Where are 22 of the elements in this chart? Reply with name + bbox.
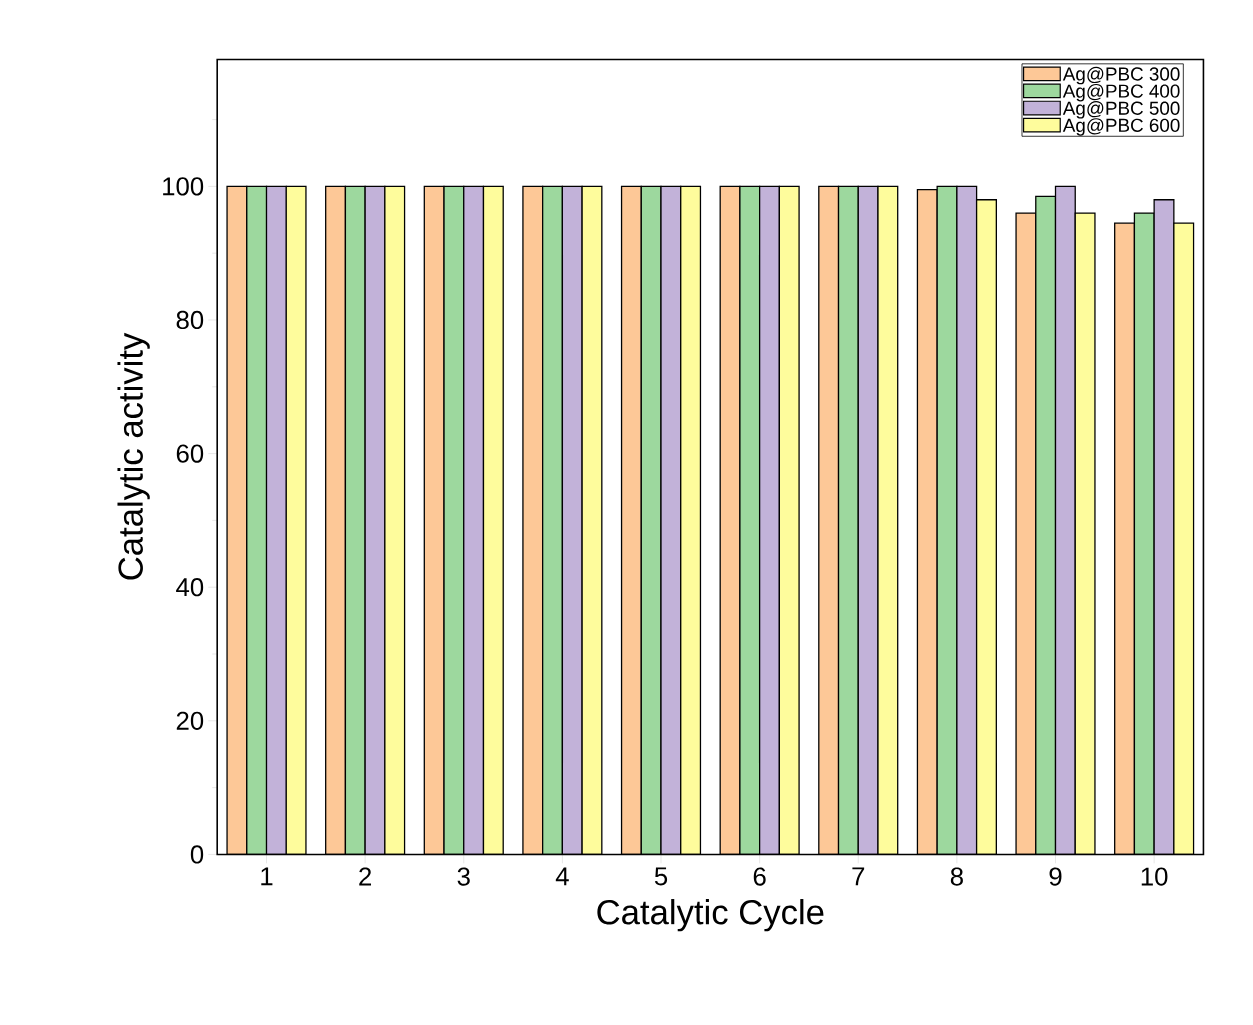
x-tick-label: 5 <box>654 867 668 886</box>
x-tick-label: 9 <box>1049 867 1062 886</box>
y-tick-label: 100 <box>163 177 204 196</box>
y-tick-label: 20 <box>176 711 204 730</box>
legend-label: Ag@PBC 400 <box>1062 83 1180 102</box>
x-tick-label: 6 <box>753 867 766 886</box>
x-tick-label: 2 <box>359 867 372 886</box>
x-tick-label: 10 <box>1141 867 1168 886</box>
x-tick-label: 4 <box>555 867 569 886</box>
y-tick-label: 40 <box>176 578 204 597</box>
y-axis-title: Catalytic activity <box>117 332 150 580</box>
y-tick-label: 80 <box>176 310 204 330</box>
y-tick-label: 60 <box>176 444 204 463</box>
x-axis-title: Catalytic Cycle <box>597 899 824 932</box>
x-tick-label: 3 <box>457 867 470 886</box>
legend-label: Ag@PBC 300 <box>1062 66 1180 85</box>
y-tick-label: 0 <box>190 845 204 864</box>
x-tick-label: 1 <box>261 867 273 886</box>
x-tick-label: 7 <box>852 867 865 886</box>
legend-label: Ag@PBC 500 <box>1062 101 1180 119</box>
legend-label: Ag@PBC 600 <box>1062 118 1180 136</box>
x-tick-label: 8 <box>950 867 963 886</box>
